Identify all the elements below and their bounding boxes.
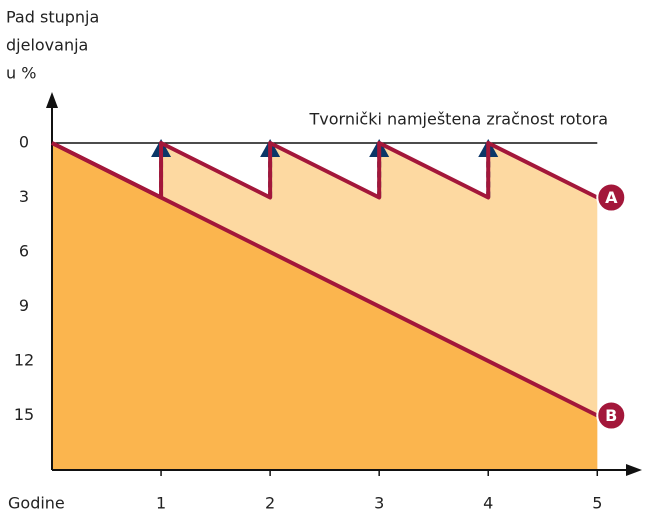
axis-arrow [626,464,642,476]
y-axis-label: Pad stupnja [6,8,99,27]
y-tick-label: 12 [14,351,34,370]
y-tick-label: 3 [19,187,29,206]
legend-label: B [605,406,617,425]
series-line [51,141,599,418]
x-tick-label: 3 [374,494,384,513]
legend-label: A [605,188,618,207]
series-line [51,141,599,200]
y-tick-label: 15 [14,405,34,424]
y-tick-label: 6 [19,242,29,261]
x-tick-label: 2 [265,494,275,513]
x-tick-label: 4 [483,494,493,513]
y-tick-label: 9 [19,296,29,315]
legend-badge [596,182,627,213]
x-tick-label: 1 [156,494,166,513]
x-tick-label: 5 [592,494,602,513]
y-axis-label: djelovanja [6,36,88,55]
y-axis-label: u % [6,64,36,83]
legend-badge [596,400,627,431]
y-tick-label: 0 [19,133,29,152]
annotation: Tvornički namještena zračnost rotora [309,110,608,129]
axis-arrow [46,92,58,108]
area [52,143,598,470]
x-axis-label: Godine [8,494,65,513]
